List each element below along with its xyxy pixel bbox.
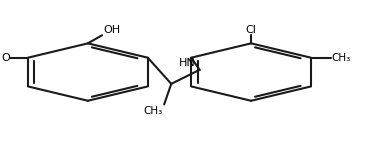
Text: HN: HN: [179, 58, 196, 68]
Text: CH₃: CH₃: [332, 53, 351, 63]
Text: CH₃: CH₃: [143, 106, 163, 116]
Text: Cl: Cl: [246, 24, 257, 34]
Text: O: O: [1, 53, 10, 63]
Text: OH: OH: [104, 24, 121, 34]
